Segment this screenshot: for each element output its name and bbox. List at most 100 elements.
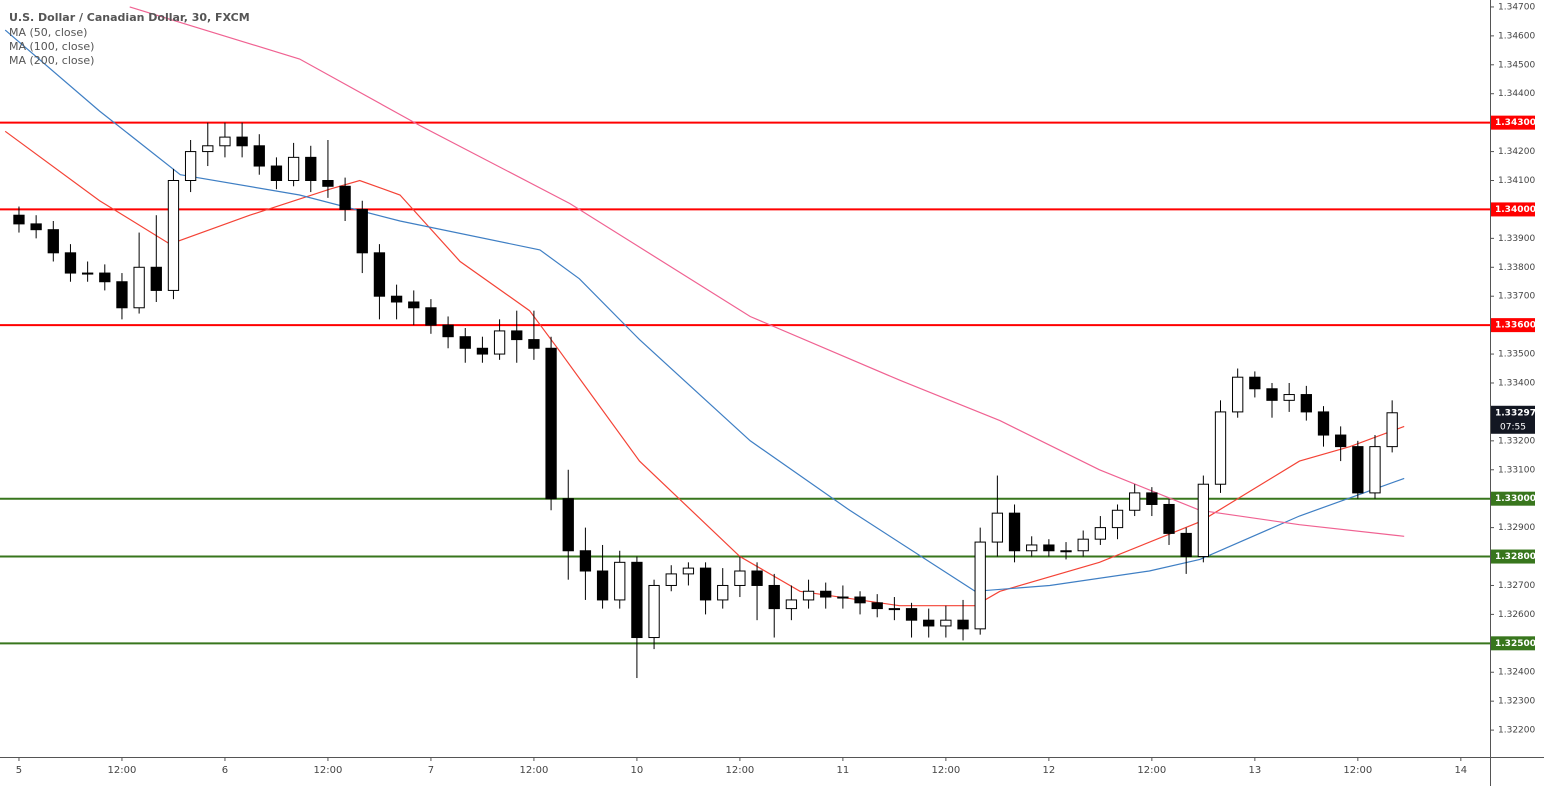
candle-body [150,266,162,291]
candle-body [768,584,780,610]
candle-body [99,272,111,283]
candle-body [682,567,695,575]
candle-body [614,561,626,601]
axes: 1.34700 1.34600 1.34500 1.34400 1.34200 1.341… [16,2,1536,776]
candle-body [476,347,489,355]
y-tick-label: 1.34500 [1498,60,1535,70]
x-tick-label: 6 [222,765,228,776]
x-tick-label: 12:00 [314,765,343,776]
candle-body [1214,411,1227,485]
level-tag [1491,202,1535,217]
candle-body [1163,503,1175,534]
y-tick-label: 1.32600 [1498,610,1535,620]
candle-body [751,570,763,586]
candle-body [287,156,300,181]
chart-title: U.S. Dollar / Canadian Dollar, 30, FXCM [9,11,250,24]
candle-body [1077,538,1089,552]
candle-body [665,573,677,586]
candle-body [905,608,918,621]
level-tag [1491,318,1535,333]
candle-body [30,223,42,231]
y-tick-label: 1.33800 [1498,263,1535,273]
candle-body [1060,550,1072,553]
candle-body [493,330,506,355]
candle-body [1283,394,1295,401]
ma-line [129,6,1405,537]
candle-body [373,252,386,297]
candle-body [1386,412,1398,448]
candle-body [442,324,454,338]
y-tick-label: 1.32200 [1498,726,1535,736]
legend-entry: MA (50, close) [9,26,87,39]
candle-body [1352,446,1364,494]
candle-body [219,136,231,147]
candle-body [991,512,1004,543]
countdown-label: 07:55 [1500,422,1526,432]
x-tick-label: 5 [16,765,22,776]
x-tick-label: 12:00 [931,765,960,776]
candle-body [596,570,609,601]
candle-body [305,156,317,181]
y-tick-label: 1.33100 [1498,465,1535,475]
candle-body [1369,446,1381,494]
candle-body [1129,492,1141,511]
legend: U.S. Dollar / Canadian Dollar, 30, FXCM … [9,11,250,67]
x-tick-label: 10 [631,765,644,776]
ma-line [4,29,1405,592]
y-tick-label: 1.32400 [1498,668,1535,678]
candle-body [459,336,471,349]
x-tick-label: 12:00 [108,765,137,776]
x-tick-label: 12 [1042,765,1055,776]
candle-body [802,590,815,601]
candle-body [957,619,969,630]
candle-body [923,619,935,627]
candle-body [648,584,660,639]
candle-body [820,590,832,598]
candle-body [1266,388,1278,401]
level-tag [1491,636,1535,651]
candle-body [1146,492,1158,505]
candle-body [339,185,351,210]
level-tag [1491,491,1535,506]
candle-body [974,541,986,630]
candle-body [837,596,849,599]
y-tick-label: 1.32300 [1498,697,1535,707]
candle-body [1094,527,1107,540]
x-tick-label: 12:00 [1137,765,1166,776]
candle-body [940,619,952,627]
candle-body [390,295,403,303]
candle-body [116,281,128,309]
candle-body [734,570,746,586]
candle-body [528,339,540,349]
x-tick-label: 13 [1248,765,1261,776]
candle-body [356,208,368,254]
candle-body [236,136,248,147]
plot-area [0,6,1490,679]
candle-body [184,151,197,181]
y-tick-label: 1.34400 [1498,89,1535,99]
level-tag-label: 1.33600 [1495,321,1536,331]
x-tick-label: 14 [1454,765,1467,776]
candle-body [1197,483,1209,558]
candle-body [167,179,180,291]
candle-body [202,145,214,153]
level-tag [1491,115,1535,130]
last-price-label: 1.33297 [1495,408,1536,418]
legend-entry: MA (100, close) [9,40,94,53]
x-tick-label: 12:00 [1343,765,1372,776]
y-tick-label: 1.33400 [1498,378,1535,388]
y-tick-label: 1.33500 [1498,350,1535,360]
candle-body [322,179,334,187]
candle-body [64,252,77,274]
x-tick-label: 12:00 [520,765,549,776]
y-tick-label: 1.32700 [1498,581,1535,591]
x-tick-label: 7 [428,765,434,776]
ma-line [4,130,1405,607]
candle-body [1026,544,1038,552]
y-tick-label: 1.34200 [1498,147,1535,157]
level-tag-label: 1.32500 [1495,639,1536,649]
level-tag-label: 1.34300 [1495,118,1536,128]
candle-body [1249,376,1261,390]
x-tick-label: 12:00 [725,765,754,776]
